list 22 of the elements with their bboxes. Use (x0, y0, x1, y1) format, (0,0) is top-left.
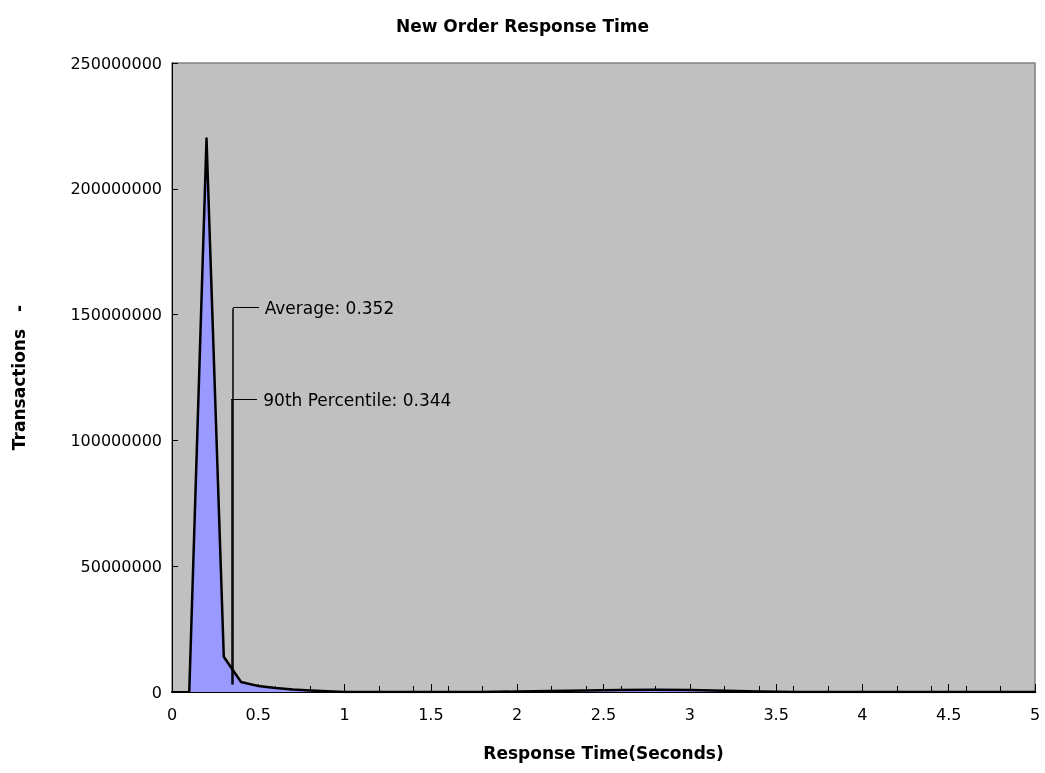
x-tick-label: 4.5 (935, 704, 962, 724)
x-tick-label: 0.5 (245, 704, 272, 724)
chart-title: New Order Response Time (395, 15, 650, 36)
y-tick-label: 0 (151, 682, 162, 702)
y-tick-label: 50000000 (80, 556, 162, 576)
x-tick-label: 0 (166, 704, 178, 724)
x-tick-label: 5 (1029, 704, 1041, 724)
y-tick-label: 100000000 (70, 430, 162, 450)
x-tick-label: 1 (339, 704, 350, 724)
y-axis-title: Transactions - (8, 304, 29, 451)
x-tick-label: 2.5 (590, 704, 617, 724)
y-tick-label: 200000000 (70, 179, 162, 199)
y-tick-label: 150000000 (70, 305, 162, 325)
ref-line-label: 90th Percentile: 0.344 (263, 389, 452, 410)
x-tick-label: 2 (512, 704, 523, 724)
x-tick-label: 4 (857, 704, 868, 724)
x-tick-label: 3 (684, 704, 695, 724)
y-tick-label: 250000000 (70, 53, 162, 73)
x-tick-label: 3.5 (763, 704, 789, 724)
ref-line-label: Average: 0.352 (264, 298, 395, 319)
x-tick-label: 1.5 (418, 704, 444, 724)
x-axis-title: Response Time(Seconds) (483, 742, 724, 763)
